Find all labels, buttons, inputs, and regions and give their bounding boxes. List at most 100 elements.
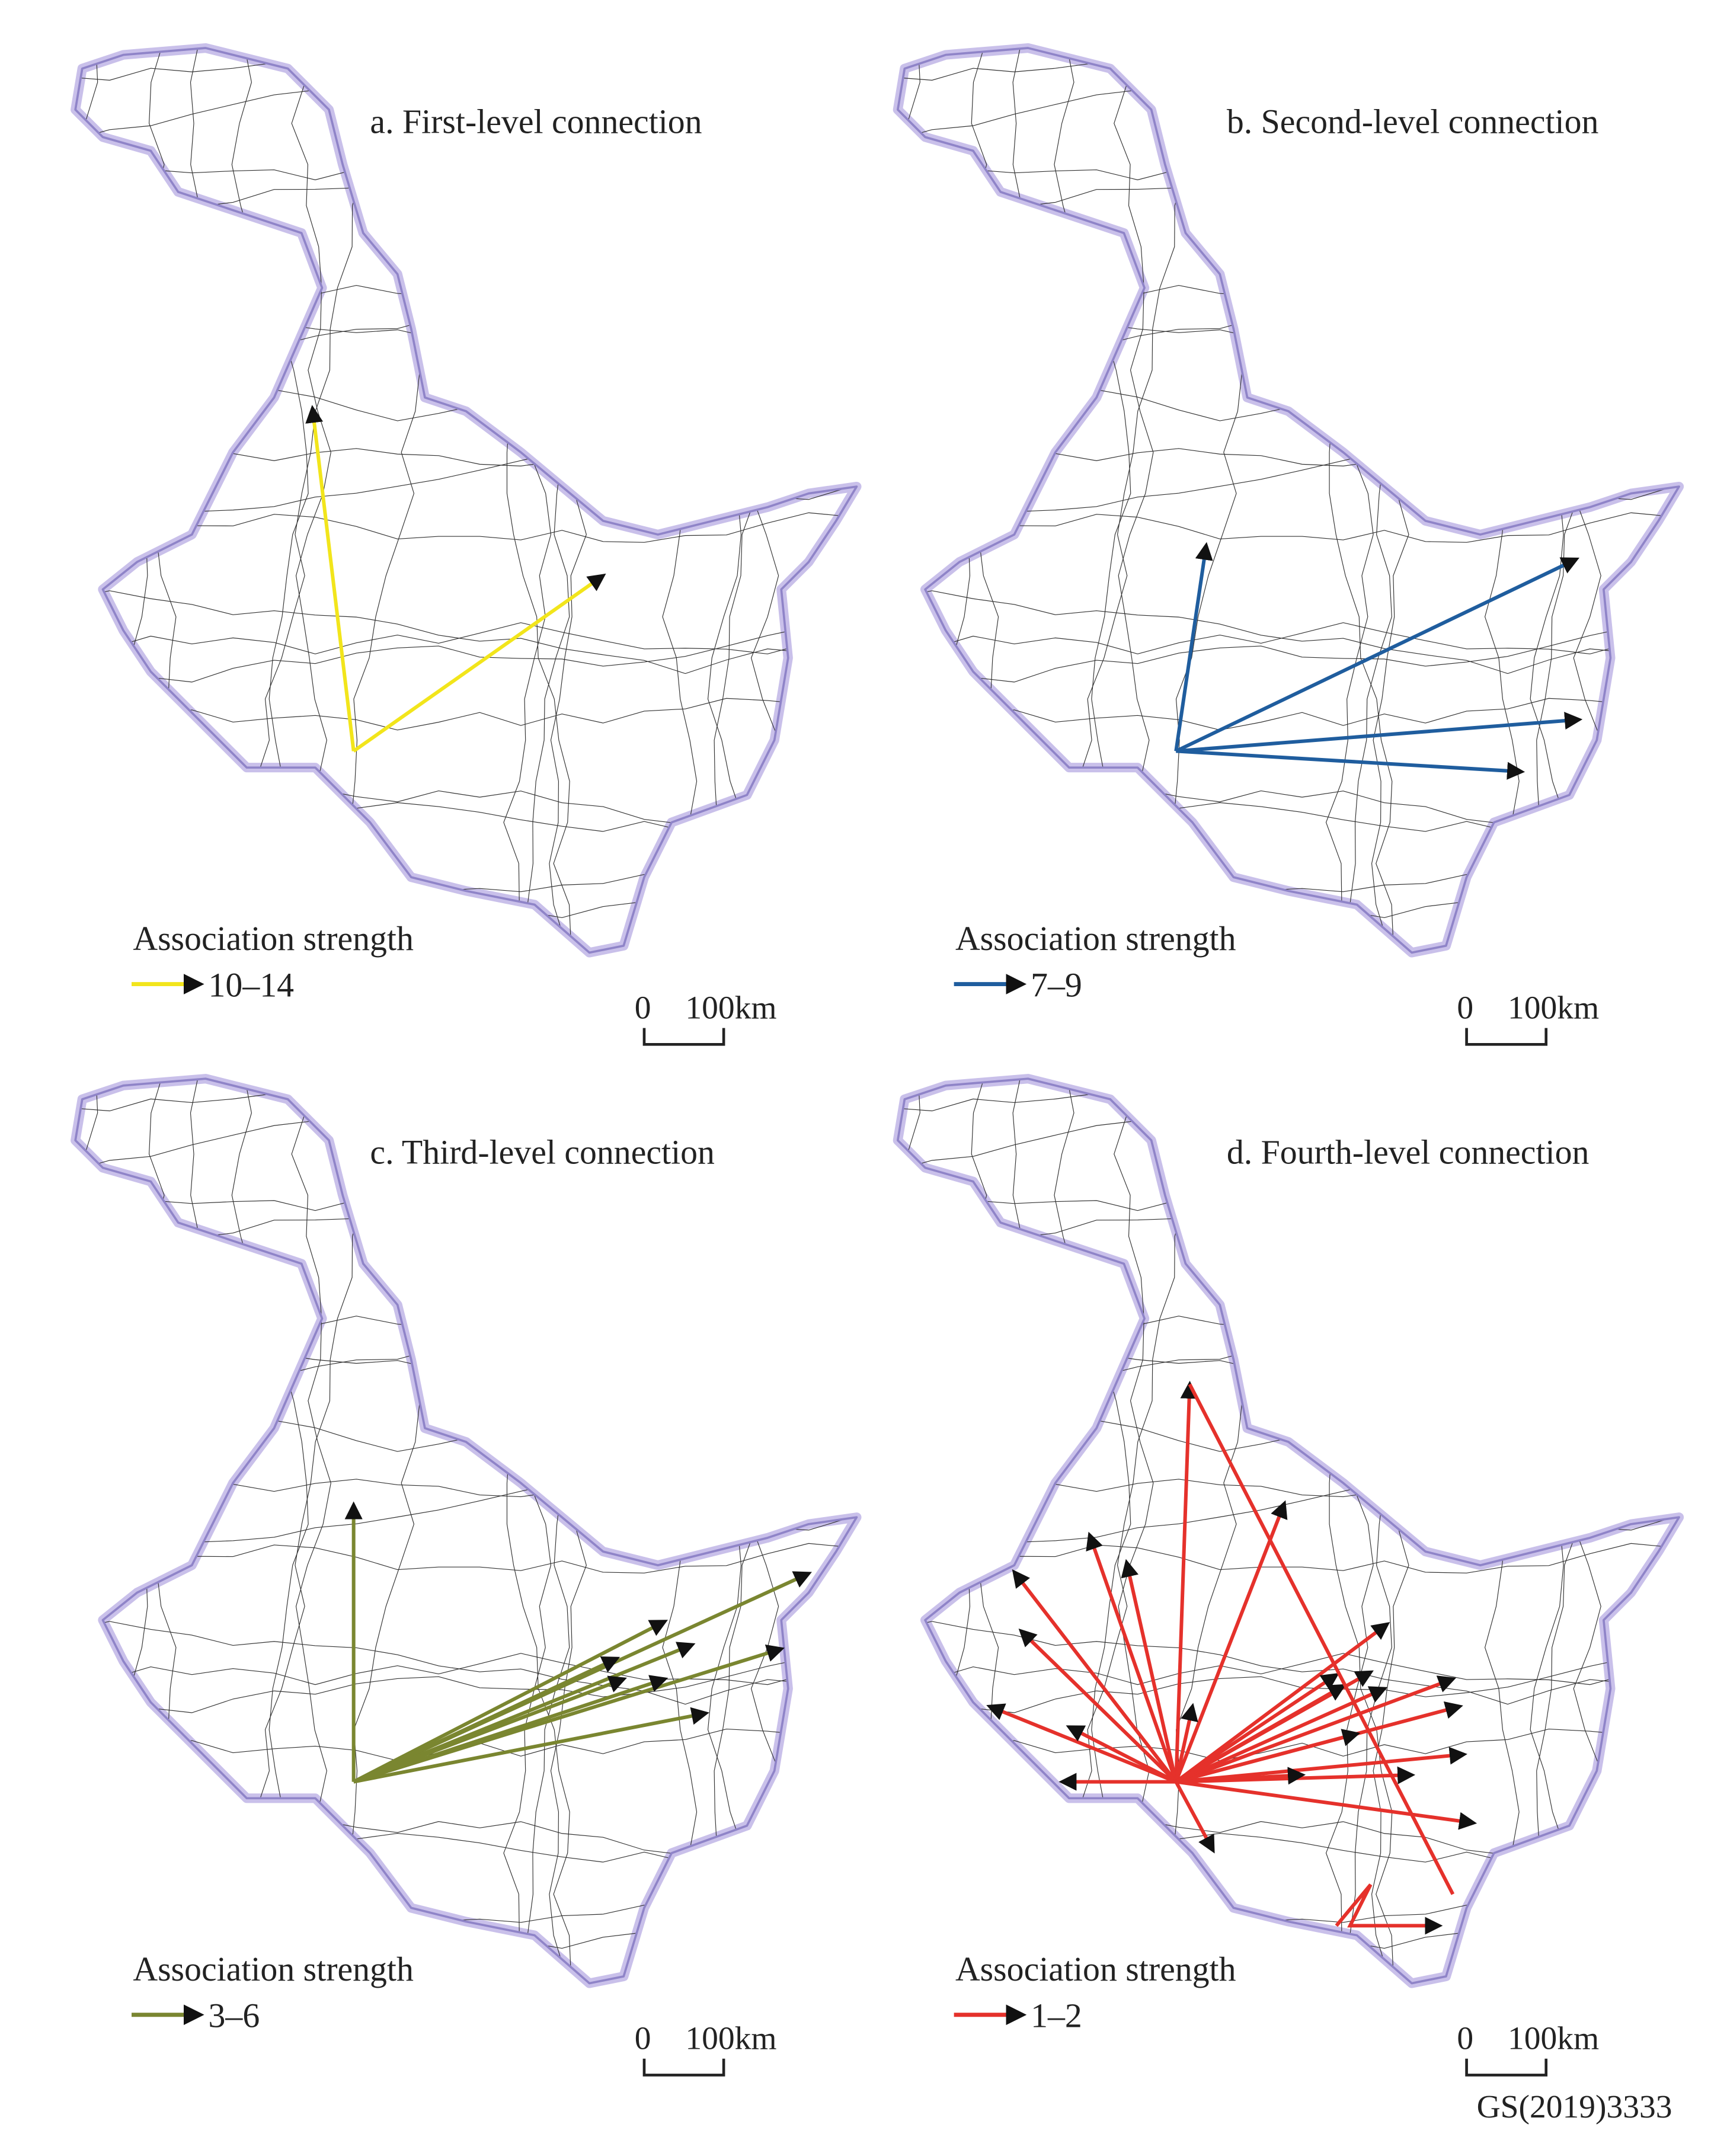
province-fill bbox=[71, 43, 862, 958]
province-fill bbox=[893, 43, 1684, 958]
connection-arrow bbox=[1175, 1686, 1388, 1784]
scale-zero: 0 bbox=[635, 990, 651, 1026]
scale-label: 100km bbox=[685, 990, 776, 1026]
panel-title: c. Third-level connection bbox=[370, 1133, 715, 1172]
district-boundary bbox=[75, 590, 850, 674]
connection-arrow bbox=[986, 1703, 1177, 1784]
scale-label: 100km bbox=[1508, 2021, 1599, 2057]
connection-arrow bbox=[1335, 1883, 1443, 1935]
connection-arrow bbox=[1121, 1559, 1178, 1783]
district-boundary bbox=[75, 249, 850, 299]
connection-arrow bbox=[1175, 1672, 1339, 1784]
footer-code: GS(2019)3333 bbox=[1477, 2089, 1672, 2125]
map-panel: b. Second-level connection Association st… bbox=[893, 43, 1684, 1046]
district-boundary bbox=[75, 1621, 850, 1705]
district-boundary bbox=[897, 590, 1672, 674]
connection-arrow bbox=[353, 1620, 669, 1784]
district-boundary bbox=[938, 1079, 987, 1977]
connection-arrow bbox=[1175, 557, 1580, 753]
legend-title: Association strength bbox=[133, 919, 414, 958]
map-panel: a. First-level connection Association str… bbox=[71, 43, 862, 1046]
connection-arrow bbox=[1175, 1780, 1477, 1830]
district-boundary bbox=[75, 622, 850, 655]
scale-zero: 0 bbox=[1457, 990, 1473, 1026]
connection-arrow bbox=[1174, 1380, 1198, 1782]
district-boundary bbox=[897, 1621, 1672, 1705]
district-boundary bbox=[75, 1653, 850, 1686]
province-border bbox=[74, 47, 858, 954]
connection-arrow bbox=[1188, 1383, 1455, 1895]
connection-arrow bbox=[1066, 1725, 1177, 1784]
district-boundary bbox=[897, 1079, 920, 1977]
legend-title: Association strength bbox=[133, 1950, 414, 1988]
panel-title: b. Second-level connection bbox=[1227, 102, 1599, 140]
scale-bar bbox=[642, 2058, 725, 2077]
district-boundary bbox=[115, 1079, 165, 1977]
connection-arrow bbox=[352, 573, 606, 753]
district-boundary bbox=[897, 284, 1672, 340]
province-border bbox=[896, 47, 1680, 954]
district-boundary bbox=[75, 284, 850, 340]
connection-arrow bbox=[1176, 1746, 1467, 1784]
district-boundary bbox=[75, 1314, 850, 1370]
connection-arrow bbox=[353, 1675, 669, 1784]
connection-arrow bbox=[1012, 1569, 1178, 1783]
connection-arrow bbox=[1086, 1531, 1178, 1783]
panel-title: a. First-level connection bbox=[370, 102, 702, 140]
scale-bar bbox=[1465, 2058, 1548, 2077]
district-boundary bbox=[897, 1280, 1672, 1329]
legend-title: Association strength bbox=[955, 1950, 1236, 1988]
district-boundary bbox=[75, 1280, 850, 1329]
connection-arrow bbox=[353, 1707, 709, 1784]
connection-arrow bbox=[1176, 712, 1583, 753]
district-boundary bbox=[897, 48, 920, 946]
connection-arrow bbox=[1175, 1684, 1347, 1784]
legend-range: 1–2 bbox=[1031, 1997, 1082, 2035]
district-boundary bbox=[75, 1335, 850, 1407]
district-boundary bbox=[75, 1654, 850, 1719]
map-panel: c. Third-level connection Association str… bbox=[71, 1074, 862, 2077]
province-border bbox=[896, 1077, 1680, 1985]
connection-arrow bbox=[1174, 1500, 1288, 1783]
connection-arrow bbox=[1175, 1675, 1457, 1784]
scale-zero: 0 bbox=[1457, 2021, 1473, 2057]
connection-arrow bbox=[1176, 749, 1525, 780]
district-boundary bbox=[897, 249, 1672, 299]
connection-arrow bbox=[1174, 1781, 1215, 1854]
map-panel: d. Fourth-level connection Association st… bbox=[893, 1074, 1684, 2077]
connection-arrow bbox=[1175, 1622, 1390, 1783]
connection-arrow bbox=[305, 405, 356, 751]
scale-bar bbox=[642, 1028, 725, 1046]
scale-label: 100km bbox=[1508, 990, 1599, 1026]
district-boundary bbox=[897, 1335, 1672, 1407]
connection-arrow bbox=[1174, 1703, 1198, 1783]
connection-arrow bbox=[353, 1675, 627, 1784]
province-fill bbox=[893, 1074, 1684, 1988]
district-boundary bbox=[938, 48, 987, 946]
district-boundary bbox=[897, 304, 1672, 376]
connection-arrow bbox=[1018, 1628, 1178, 1783]
legend-range: 7–9 bbox=[1031, 965, 1082, 1004]
scale-label: 100km bbox=[685, 2021, 776, 2057]
district-boundary bbox=[115, 48, 165, 946]
district-boundary bbox=[75, 1079, 98, 1977]
legend-range: 3–6 bbox=[209, 1997, 260, 2035]
district-boundary bbox=[75, 304, 850, 376]
connection-arrow bbox=[1176, 1767, 1306, 1785]
connection-arrow bbox=[1174, 542, 1213, 751]
legend-range: 10–14 bbox=[209, 965, 295, 1004]
district-boundary bbox=[75, 48, 98, 946]
district-boundary bbox=[897, 622, 1672, 655]
legend-title: Association strength bbox=[955, 919, 1236, 958]
scale-zero: 0 bbox=[635, 2021, 651, 2057]
district-boundary bbox=[897, 623, 1672, 689]
province-fill bbox=[71, 1074, 862, 1988]
district-boundary bbox=[897, 1314, 1672, 1370]
scale-bar bbox=[1465, 1028, 1548, 1046]
district-boundary bbox=[897, 1653, 1672, 1686]
panel-title: d. Fourth-level connection bbox=[1227, 1133, 1590, 1172]
province-border bbox=[74, 1077, 858, 1985]
district-boundary bbox=[75, 623, 850, 689]
connection-arrow bbox=[1175, 1729, 1361, 1784]
